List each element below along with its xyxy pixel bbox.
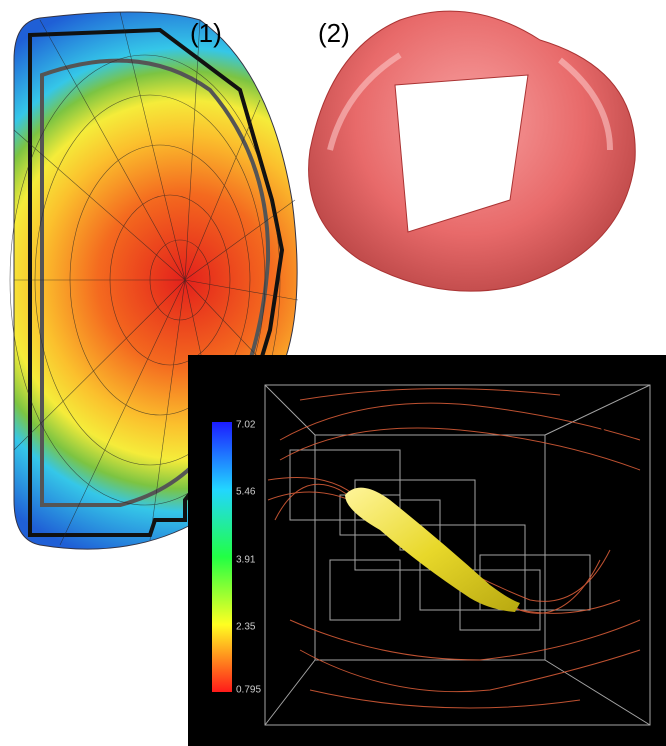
colorbar-label: 0.795 <box>236 685 261 696</box>
ring-surface <box>309 11 636 291</box>
colorbar <box>212 422 232 692</box>
colorbar-label: 2.35 <box>236 622 256 633</box>
colorbar-label: 3.91 <box>236 555 256 566</box>
field-panel: 7.02 5.46 3.91 2.35 0.795 (5) <box>188 355 666 746</box>
panel-label: (2) <box>318 18 350 48</box>
figure: (1) (2) <box>0 0 666 746</box>
colorbar-label: 5.46 <box>236 487 256 498</box>
panel-label: (1) <box>190 18 222 48</box>
ring-panel: (2) <box>309 11 636 291</box>
panel-label: (5) <box>598 404 630 434</box>
colorbar-label: 7.02 <box>236 420 256 431</box>
